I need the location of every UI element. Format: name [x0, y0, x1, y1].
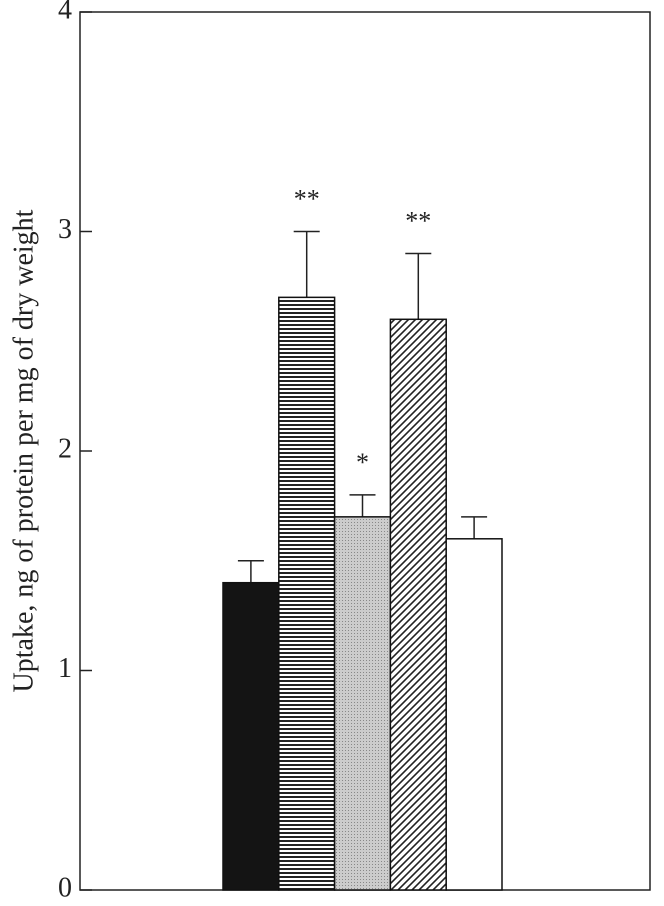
bar [222, 581, 280, 891]
y-tick-label: 3 [58, 214, 72, 245]
y-tick-label: 0 [58, 872, 72, 903]
bar [333, 516, 392, 891]
y-tick-label: 1 [58, 653, 72, 684]
bar [445, 538, 503, 891]
y-tick-label: 2 [58, 433, 72, 464]
y-axis-label: Uptake, ng of protein per mg of dry weig… [8, 209, 39, 692]
y-tick-label: 4 [58, 0, 72, 25]
significance-label: ** [294, 184, 320, 213]
significance-label: * [356, 448, 369, 477]
bar [389, 318, 447, 891]
bar [278, 296, 336, 891]
significance-label: ** [405, 206, 431, 235]
